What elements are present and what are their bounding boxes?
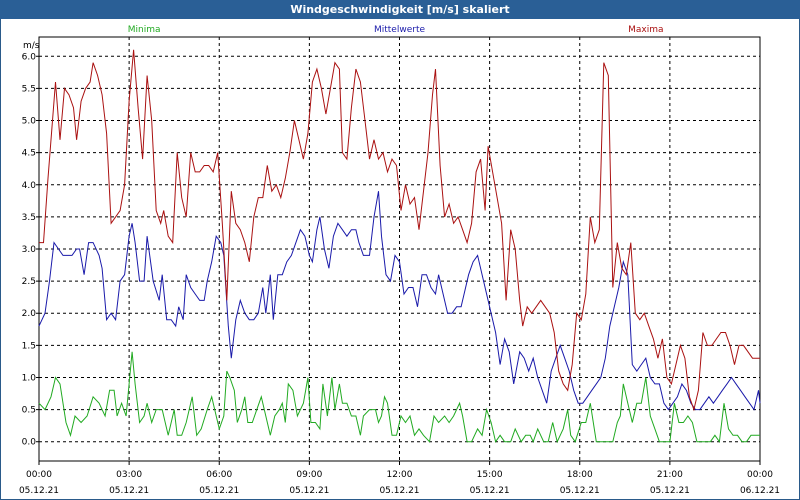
series-line-minima <box>38 351 760 444</box>
y-tick-label: 1.0 <box>22 373 37 383</box>
legend-label-minima: Minima <box>128 25 161 35</box>
x-tick-time-label: 00:00 <box>747 470 773 480</box>
y-tick-label: 3.5 <box>22 213 36 223</box>
y-tick-label: 6.0 <box>22 52 37 62</box>
x-tick-date-label: 05.12.21 <box>560 486 600 496</box>
x-tick-date-label: 05.12.21 <box>19 486 59 496</box>
y-tick-label: 0.5 <box>22 406 36 416</box>
x-tick-date-label: 05.12.21 <box>470 486 510 496</box>
x-tick-date-label: 05.12.21 <box>199 486 239 496</box>
legend-label-mittelwerte: Mittelwerte <box>374 25 425 35</box>
legend-label-maxima: Maxima <box>628 25 663 35</box>
x-tick-date-label: 06.12.21 <box>740 486 780 496</box>
x-tick-time-label: 00:00 <box>26 470 52 480</box>
x-tick-date-label: 05.12.21 <box>650 486 690 496</box>
x-tick-time-label: 21:00 <box>657 470 683 480</box>
y-tick-label: 0.0 <box>22 438 37 448</box>
y-axis-unit-label: m/s <box>23 41 40 51</box>
x-tick-date-label: 05.12.21 <box>109 486 149 496</box>
y-tick-label: 2.5 <box>22 277 36 287</box>
y-tick-label: 4.0 <box>22 181 37 191</box>
x-tick-time-label: 12:00 <box>387 470 413 480</box>
x-tick-time-label: 18:00 <box>567 470 593 480</box>
x-tick-time-label: 06:00 <box>206 470 232 480</box>
y-tick-label: 1.5 <box>22 341 36 351</box>
x-tick-date-label: 05.12.21 <box>379 486 419 496</box>
series-line-mittelwerte <box>38 191 761 411</box>
x-tick-date-label: 05.12.21 <box>289 486 329 496</box>
y-tick-label: 3.0 <box>22 245 37 255</box>
x-tick-time-label: 15:00 <box>477 470 503 480</box>
x-tick-time-label: 03:00 <box>116 470 142 480</box>
series-line-maxima <box>39 49 760 412</box>
x-tick-time-label: 09:00 <box>296 470 322 480</box>
chart-title: Windgeschwindigkeit [m/s] skaliert <box>0 0 800 19</box>
y-tick-label: 2.0 <box>22 309 37 319</box>
y-tick-label: 5.5 <box>22 84 36 94</box>
y-tick-label: 5.0 <box>22 117 37 127</box>
y-tick-label: 4.5 <box>22 149 36 159</box>
